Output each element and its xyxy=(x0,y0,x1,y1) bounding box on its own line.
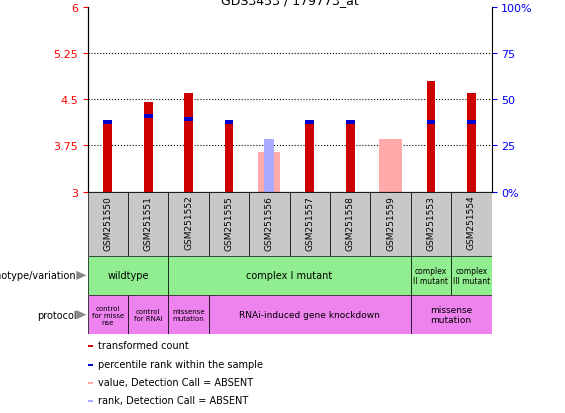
Bar xyxy=(346,125,355,192)
Bar xyxy=(103,125,112,192)
Bar xyxy=(88,346,93,348)
Bar xyxy=(168,256,411,295)
Bar xyxy=(128,295,168,335)
Bar xyxy=(144,114,153,119)
Bar xyxy=(103,120,112,125)
Bar xyxy=(184,94,193,192)
Bar xyxy=(451,192,492,256)
Text: GSM251559: GSM251559 xyxy=(386,195,395,250)
Bar xyxy=(224,125,233,192)
Bar xyxy=(88,256,168,295)
Bar xyxy=(467,94,476,192)
Text: GSM251552: GSM251552 xyxy=(184,195,193,250)
Bar xyxy=(380,140,402,192)
Bar xyxy=(305,120,314,125)
Bar xyxy=(88,400,93,402)
Text: GSM251554: GSM251554 xyxy=(467,195,476,250)
Text: complex
II mutant: complex II mutant xyxy=(414,266,449,285)
Text: missense
mutation: missense mutation xyxy=(430,305,472,325)
Text: transformed count: transformed count xyxy=(98,341,189,351)
Bar xyxy=(427,82,436,192)
Bar xyxy=(128,192,168,256)
Text: rank, Detection Call = ABSENT: rank, Detection Call = ABSENT xyxy=(98,395,249,405)
Text: GSM251558: GSM251558 xyxy=(346,195,355,250)
Bar xyxy=(467,120,476,125)
Bar xyxy=(144,103,153,192)
Bar xyxy=(427,120,436,125)
Bar xyxy=(88,295,128,335)
Bar xyxy=(168,192,209,256)
Bar xyxy=(451,256,492,295)
Bar xyxy=(209,192,249,256)
Text: genotype/variation: genotype/variation xyxy=(0,271,76,281)
Text: missense
mutation: missense mutation xyxy=(172,309,205,321)
Bar xyxy=(264,140,275,192)
Bar xyxy=(371,192,411,256)
Text: value, Detection Call = ABSENT: value, Detection Call = ABSENT xyxy=(98,377,253,387)
Text: GSM251553: GSM251553 xyxy=(427,195,436,250)
Bar xyxy=(224,120,233,125)
Text: complex I mutant: complex I mutant xyxy=(246,271,333,281)
Bar xyxy=(184,117,193,121)
Bar xyxy=(290,192,330,256)
Text: GSM251555: GSM251555 xyxy=(224,195,233,250)
Bar xyxy=(88,192,128,256)
Bar xyxy=(88,364,93,366)
Bar xyxy=(209,295,411,335)
Bar xyxy=(411,256,451,295)
Bar xyxy=(411,192,451,256)
Bar xyxy=(258,152,280,192)
Text: wildtype: wildtype xyxy=(107,271,149,281)
Bar xyxy=(249,192,289,256)
Bar xyxy=(305,125,314,192)
Text: protocol: protocol xyxy=(37,310,76,320)
Bar xyxy=(88,382,93,384)
Polygon shape xyxy=(76,271,86,280)
Polygon shape xyxy=(76,311,86,320)
Text: control
for misse
nse: control for misse nse xyxy=(92,305,124,325)
Text: GSM251556: GSM251556 xyxy=(265,195,274,250)
Text: GSM251557: GSM251557 xyxy=(305,195,314,250)
Bar xyxy=(168,295,209,335)
Text: GSM251550: GSM251550 xyxy=(103,195,112,250)
Bar xyxy=(346,120,355,125)
Text: percentile rank within the sample: percentile rank within the sample xyxy=(98,359,263,369)
Text: GSM251551: GSM251551 xyxy=(144,195,153,250)
Title: GDS3453 / 179773_at: GDS3453 / 179773_at xyxy=(221,0,358,7)
Bar xyxy=(411,295,492,335)
Text: RNAi-induced gene knockdown: RNAi-induced gene knockdown xyxy=(240,311,380,319)
Bar xyxy=(330,192,371,256)
Text: complex
III mutant: complex III mutant xyxy=(453,266,490,285)
Text: control
for RNAi: control for RNAi xyxy=(134,309,163,321)
